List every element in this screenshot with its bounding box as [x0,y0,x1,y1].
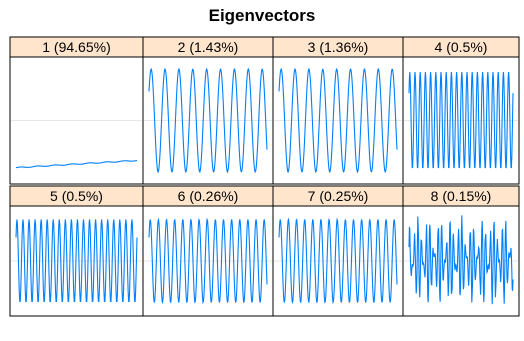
eigenvector-series-line [15,159,138,169]
panel-label: 1 (94.65%) [42,39,110,55]
panel-label: 2 (1.43%) [178,39,239,55]
chart-title: Eigenvectors [208,6,316,25]
eigenvector-series-line [408,72,514,169]
eigenvector-series-line [408,215,514,305]
eigenvector-series-line [148,217,268,305]
panel-label: 3 (1.36%) [308,39,369,55]
eigenvector-series-line [15,219,138,303]
eigenvector-series-line [278,67,398,174]
eigenvector-series-line [278,217,398,305]
panel-label: 6 (0.26%) [178,188,239,204]
panel-label: 7 (0.25%) [308,188,369,204]
panel-label: 5 (0.5%) [50,188,103,204]
panel-label: 4 (0.5%) [435,39,488,55]
panel-label: 8 (0.15%) [431,188,492,204]
eigenvector-series-line [148,67,268,174]
